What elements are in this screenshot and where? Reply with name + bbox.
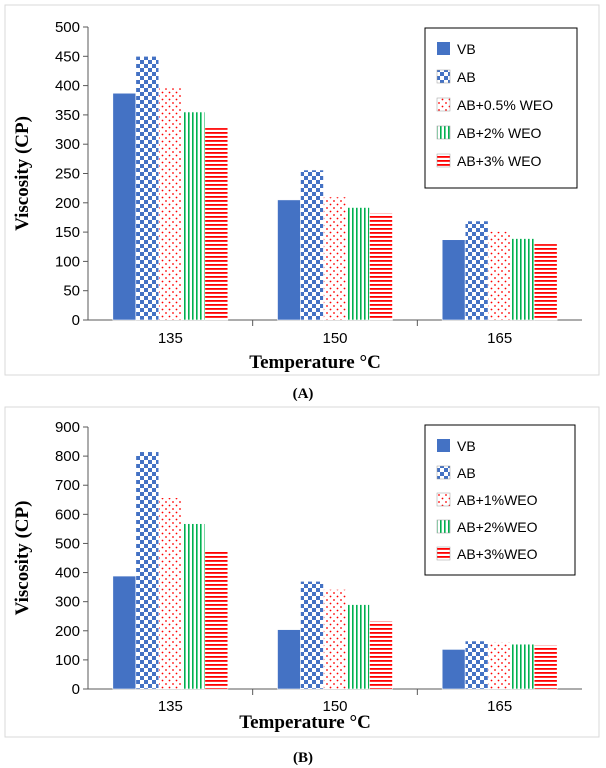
y-tick-label: 100 bbox=[55, 253, 80, 270]
bar-vb-135 bbox=[112, 92, 137, 321]
bar-vb-150 bbox=[277, 629, 301, 690]
bar-vb-165 bbox=[441, 239, 466, 321]
bar-ab-150 bbox=[300, 169, 324, 321]
legend-box bbox=[424, 27, 578, 189]
legend-swatch-0 bbox=[437, 439, 450, 452]
y-tick-label: 100 bbox=[55, 652, 80, 669]
x-tick-label: 135 bbox=[158, 330, 183, 347]
legend-label-1: AB bbox=[457, 69, 476, 85]
x-tick-label: 165 bbox=[487, 330, 512, 347]
y-tick-label: 250 bbox=[55, 166, 80, 183]
bar-ab-165 bbox=[464, 220, 489, 321]
x-axis-title: Temperature °C bbox=[239, 712, 371, 733]
y-tick-label: 300 bbox=[55, 136, 80, 153]
y-tick-label: 450 bbox=[55, 48, 80, 65]
y-axis-title: Viscosity (CP) bbox=[12, 116, 33, 231]
bar-ab-135 bbox=[135, 451, 160, 690]
chart-b: 0 100 200 300 400 500 600 700 800 900 135 150 165 Tem… bbox=[12, 419, 582, 733]
legend-swatch-2 bbox=[436, 492, 451, 507]
legend-swatch-1 bbox=[436, 69, 451, 84]
bar-vb-150 bbox=[277, 199, 301, 321]
y-tick-label: 350 bbox=[55, 107, 80, 124]
chart-a-panel-label: (A) bbox=[293, 386, 314, 402]
legend-label-2: AB+0.5% WEO bbox=[457, 97, 553, 113]
legend-swatch-3 bbox=[436, 519, 451, 534]
bar-ab-0-5-weo-135 bbox=[158, 87, 183, 321]
x-tick-label: 135 bbox=[158, 698, 183, 715]
x-tick-label: 165 bbox=[487, 698, 512, 715]
legend-label-3: AB+2% WEO bbox=[457, 125, 542, 141]
bar-ab-135 bbox=[135, 55, 160, 321]
bar-ab-0-5-weo-150 bbox=[323, 196, 347, 321]
bar-ab-2-weo-135 bbox=[181, 111, 206, 321]
y-tick-label: 500 bbox=[55, 535, 80, 552]
legend-swatch-4 bbox=[436, 546, 451, 561]
legend-label-4: AB+3%WEO bbox=[457, 546, 538, 562]
x-axis-title: Temperature °C bbox=[249, 352, 381, 373]
legend-swatch-2 bbox=[436, 97, 451, 112]
y-tick-label: 800 bbox=[55, 448, 80, 465]
y-tick-label: 200 bbox=[55, 623, 80, 640]
y-tick-label: 200 bbox=[55, 195, 80, 212]
bar-ab-3-weo-150 bbox=[369, 213, 393, 321]
y-tick-label: 0 bbox=[72, 312, 80, 329]
y-tick-label: 400 bbox=[55, 565, 80, 582]
legend-swatch-0 bbox=[437, 42, 450, 55]
y-tick-label: 150 bbox=[55, 224, 80, 241]
legend-swatch-3 bbox=[436, 125, 451, 140]
bar-ab-3-weo-135 bbox=[204, 127, 229, 321]
legend-label-0: VB bbox=[457, 438, 476, 454]
y-tick-label: 900 bbox=[55, 419, 80, 436]
bar-ab-3-weo-165 bbox=[533, 645, 558, 690]
legend-swatch-1 bbox=[436, 465, 451, 480]
legend-swatch-4 bbox=[436, 153, 451, 168]
y-tick-label: 600 bbox=[55, 506, 80, 523]
bar-ab-3-weo-150 bbox=[369, 620, 393, 690]
bar-ab-3-weo-165 bbox=[533, 243, 558, 321]
bar-ab-1-weo-150 bbox=[323, 589, 347, 690]
chart-b-panel-label: (B) bbox=[293, 750, 313, 766]
y-tick-label: 50 bbox=[63, 283, 80, 300]
bar-ab-165 bbox=[464, 640, 489, 690]
bar-ab-2-weo-150 bbox=[346, 207, 370, 321]
bar-ab-3-weo-135 bbox=[204, 550, 229, 690]
bar-ab-150 bbox=[300, 580, 324, 690]
y-tick-label: 0 bbox=[72, 681, 80, 698]
bar-ab-0-5-weo-165 bbox=[487, 231, 512, 321]
x-tick-label: 150 bbox=[322, 698, 347, 715]
bar-ab-2-weo-165 bbox=[510, 238, 535, 321]
bar-vb-165 bbox=[441, 649, 466, 690]
bar-ab-1-weo-165 bbox=[487, 642, 512, 690]
bar-ab-1-weo-135 bbox=[158, 497, 183, 690]
chart-a: 0 50 100 150 200 250 300 350 400 450 500 135 150 165 T… bbox=[12, 19, 582, 373]
bar-vb-135 bbox=[112, 575, 137, 690]
y-tick-label: 400 bbox=[55, 78, 80, 95]
y-axis-title: Viscosity (CP) bbox=[12, 501, 33, 616]
legend-label-4: AB+3% WEO bbox=[457, 153, 542, 169]
legend-label-2: AB+1%WEO bbox=[457, 492, 538, 508]
y-tick-label: 700 bbox=[55, 477, 80, 494]
bar-ab-2-weo-150 bbox=[346, 604, 370, 690]
legend-label-1: AB bbox=[457, 465, 476, 481]
legend-label-3: AB+2%WEO bbox=[457, 519, 538, 535]
bar-ab-2-weo-135 bbox=[181, 523, 206, 690]
y-tick-label: 500 bbox=[55, 19, 80, 36]
x-tick-label: 150 bbox=[322, 330, 347, 347]
bar-ab-2-weo-165 bbox=[510, 643, 535, 690]
legend-label-0: VB bbox=[457, 41, 476, 57]
y-tick-label: 300 bbox=[55, 594, 80, 611]
